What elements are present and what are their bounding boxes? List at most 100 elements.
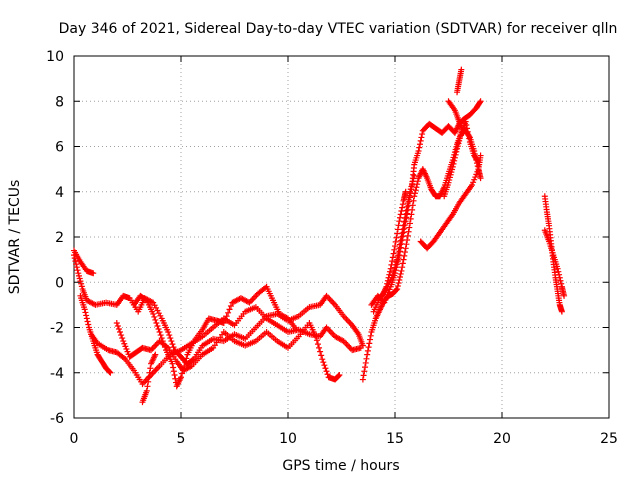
data-point	[119, 335, 126, 342]
data-point	[145, 374, 152, 381]
y-axis-label: SDTVAR / TECUs	[7, 180, 23, 295]
data-point	[394, 283, 401, 290]
data-point	[466, 135, 473, 142]
data-point	[363, 355, 370, 362]
data-point	[453, 148, 460, 155]
data-point	[180, 366, 187, 373]
data-point	[405, 228, 412, 235]
data-point	[477, 152, 484, 159]
series-track-j	[370, 172, 418, 315]
data-point	[391, 267, 398, 274]
data-point	[409, 180, 416, 187]
data-point	[449, 163, 456, 170]
data-point	[407, 186, 414, 193]
data-point	[115, 326, 122, 333]
data-point	[364, 347, 371, 354]
data-point	[396, 241, 403, 248]
data-point	[75, 270, 82, 277]
data-point	[324, 371, 331, 378]
data-point	[359, 376, 366, 383]
data-point	[169, 360, 176, 367]
y-tick-label: -6	[50, 411, 64, 427]
data-point	[318, 352, 325, 359]
data-point	[449, 166, 456, 173]
data-point	[365, 344, 372, 351]
data-point	[411, 172, 418, 179]
data-point	[416, 144, 423, 151]
data-point	[124, 348, 131, 355]
y-tick-label: 2	[55, 230, 64, 246]
data-point	[81, 306, 88, 313]
data-point	[399, 260, 406, 267]
data-point	[150, 310, 157, 317]
data-point	[113, 319, 120, 326]
data-point	[558, 280, 565, 287]
data-point	[107, 369, 114, 376]
data-point	[384, 277, 391, 284]
data-point	[398, 207, 405, 214]
data-point	[74, 267, 81, 274]
data-point	[314, 341, 321, 348]
data-point	[419, 131, 426, 138]
data-point	[394, 256, 401, 263]
data-point	[471, 176, 478, 183]
data-point	[397, 270, 404, 277]
series-track-k	[379, 188, 409, 299]
data-point	[394, 230, 401, 237]
data-point	[146, 369, 153, 376]
data-point	[386, 271, 393, 278]
data-point	[362, 364, 369, 371]
data-point	[402, 245, 409, 252]
data-point	[465, 132, 472, 139]
data-point	[396, 218, 403, 225]
data-point	[156, 329, 163, 336]
data-point	[367, 336, 374, 343]
chart-title: Day 346 of 2021, Sidereal Day-to-day VTE…	[59, 21, 618, 37]
grid	[74, 56, 609, 418]
y-tick-label: 0	[55, 275, 64, 291]
data-point	[408, 183, 415, 190]
data-point	[366, 340, 373, 347]
data-point	[385, 274, 392, 281]
data-point	[123, 345, 130, 352]
data-point	[178, 374, 184, 381]
data-point	[114, 322, 121, 329]
data-point	[406, 220, 413, 227]
data-point	[364, 351, 371, 358]
data-point	[169, 341, 176, 348]
data-point	[397, 211, 404, 218]
axis-ticks: 0 5 10 15 20 25 -6 -4 -2 0 2 4 6 8 10	[46, 49, 618, 447]
y-tick-label: -4	[50, 366, 64, 382]
data-point	[558, 308, 565, 315]
data-point	[396, 245, 403, 252]
data-point	[391, 246, 398, 253]
data-point	[402, 188, 409, 195]
data-point	[120, 338, 127, 345]
data-point	[396, 214, 403, 221]
data-point	[171, 372, 178, 379]
data-point	[561, 292, 568, 299]
data-point	[78, 283, 85, 290]
data-point	[401, 218, 408, 225]
data-point	[181, 362, 188, 369]
data-points	[71, 66, 568, 406]
data-point	[383, 294, 390, 301]
data-point	[154, 322, 161, 329]
data-point	[396, 276, 403, 283]
data-point	[477, 175, 484, 182]
data-point	[456, 137, 463, 144]
data-point	[455, 140, 462, 147]
data-point	[222, 316, 229, 323]
data-point	[322, 365, 329, 372]
data-point	[464, 128, 471, 135]
data-point	[412, 187, 419, 194]
series-track-h	[359, 127, 484, 383]
data-point	[447, 171, 454, 178]
data-point	[367, 332, 374, 339]
data-point	[416, 141, 423, 148]
data-point	[393, 234, 400, 241]
data-point	[473, 171, 480, 178]
data-point	[152, 316, 159, 323]
data-point	[404, 203, 411, 210]
